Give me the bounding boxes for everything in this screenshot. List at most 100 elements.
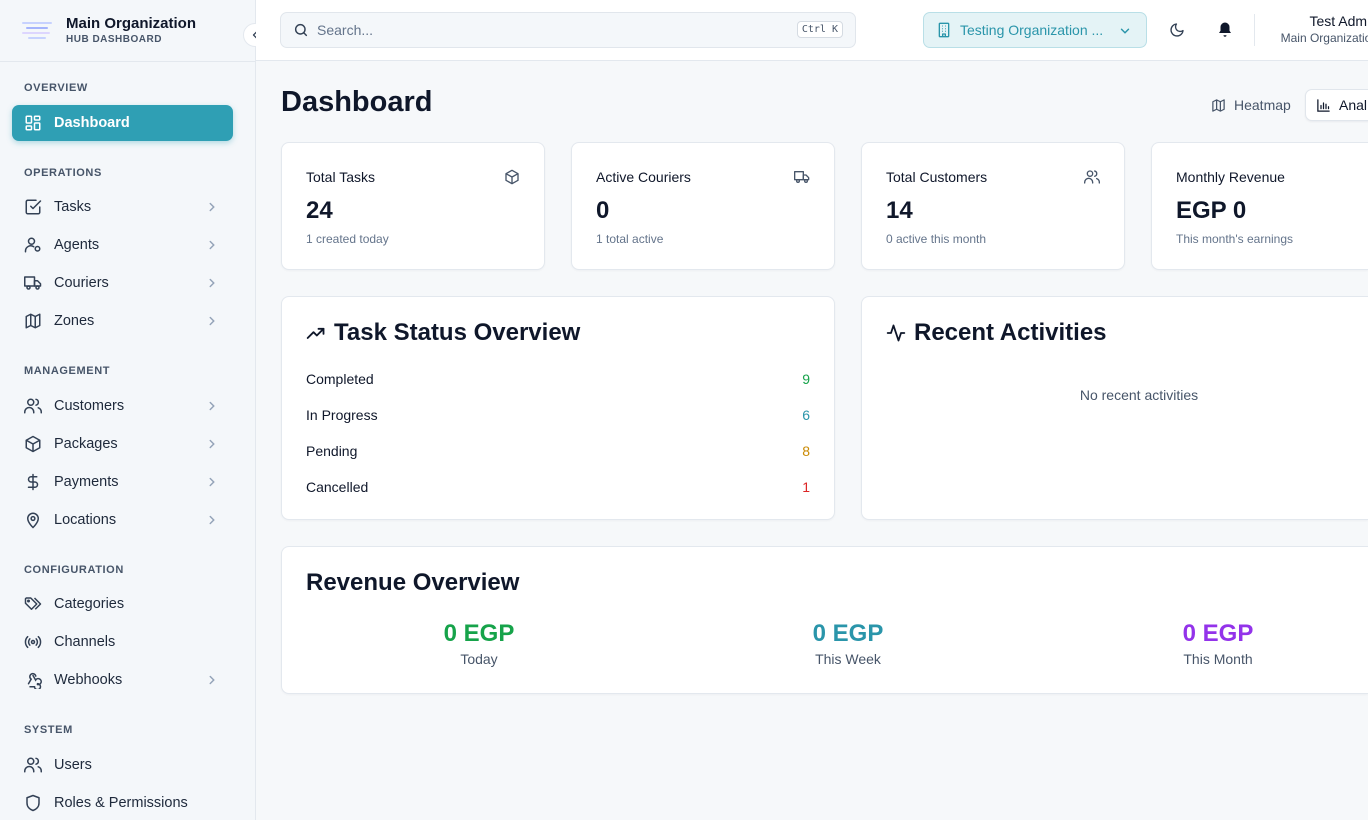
sidebar: Main Organization HUB DASHBOARD OVERVIEW… [0,0,267,820]
sidebar-item-label: Dashboard [54,115,130,131]
status-row-cancelled: Cancelled 1 [306,479,810,499]
sidebar-item-dashboard[interactable]: Dashboard [12,105,233,141]
sidebar-item-label: Categories [54,596,125,612]
sidebar-item-packages[interactable]: Packages [12,426,233,462]
stat-label: Active Couriers [596,169,691,185]
users-icon [1084,170,1100,184]
map-pin-icon [26,512,40,529]
status-label: In Progress [306,407,378,423]
search-shortcut: Ctrl K [796,21,843,38]
notifications-button[interactable] [1213,18,1237,42]
status-row-pending: Pending 8 [306,443,810,463]
brand-name: Main Organization [66,14,197,32]
status-count: 8 [802,443,810,459]
sidebar-item-customers[interactable]: Customers [12,388,233,424]
chevron-right-icon [209,675,215,685]
sidebar-item-locations[interactable]: Locations [12,502,233,538]
shield-icon [26,794,40,812]
sidebar-item-label: Locations [54,512,117,528]
stat-subtext: 1 created today [306,232,389,246]
sidebar-item-agents[interactable]: Agents [12,227,233,263]
analytics-view-button[interactable]: Anal [1305,89,1368,121]
sidebar-item-couriers[interactable]: Couriers [12,265,233,301]
search-input[interactable] [317,22,855,38]
sidebar-item-label: Payments [54,474,119,490]
status-label: Cancelled [306,479,369,495]
stat-card-total-tasks: Total Tasks 24 1 created today [281,142,545,270]
organization-selector[interactable]: Testing Organization ... [923,12,1147,48]
sidebar-item-label: Users [54,757,92,773]
analytics-view-label: Anal [1339,97,1368,113]
sidebar-item-label: Webhooks [54,672,123,688]
sidebar-item-tasks[interactable]: Tasks [12,189,233,225]
status-label: Completed [306,371,374,387]
stat-value: EGP 0 [1176,197,1247,224]
nav-section-system: SYSTEM [24,724,73,736]
truck-icon [794,171,810,183]
brand: Main Organization HUB DASHBOARD [0,0,267,62]
revenue-this-week: 0 EGP This Week [748,619,948,667]
chevron-right-icon [209,515,215,525]
sidebar-item-label: Couriers [54,275,109,291]
package-icon [25,435,41,453]
radio-icon [24,635,42,649]
revenue-period: Today [460,651,498,667]
heatmap-view-button[interactable]: Heatmap [1201,89,1301,121]
revenue-period: This Week [815,651,881,667]
map-icon [1212,98,1225,112]
nav-section-operations: OPERATIONS [24,167,102,179]
sidebar-item-label: Customers [54,398,125,414]
chevron-left-icon [252,31,258,39]
sidebar-item-label: Roles & Permissions [54,795,188,811]
sidebar-item-label: Channels [54,634,116,650]
chevron-right-icon [209,401,215,411]
page-title: Dashboard [281,86,433,118]
revenue-period: This Month [1183,651,1253,667]
sidebar-item-webhooks[interactable]: Webhooks [12,662,233,698]
status-count: 1 [802,479,810,495]
dollar-icon [27,473,39,491]
organization-selector-label: Testing Organization ... [960,22,1104,38]
sidebar-item-channels[interactable]: Channels [12,624,233,660]
sidebar-item-payments[interactable]: Payments [12,464,233,500]
revenue-amount: 0 EGP [1182,620,1254,647]
stat-label: Monthly Revenue [1176,169,1285,185]
trending-up-icon [306,327,325,339]
recent-activities-title: Recent Activities [914,319,1107,346]
users-icon [24,757,42,773]
status-label: Pending [306,443,358,459]
theme-toggle-button[interactable] [1165,18,1189,42]
webhook-icon [27,672,42,689]
nav-section-management: MANAGEMENT [24,365,111,377]
nav-section-overview: OVERVIEW [24,82,88,94]
brand-logo [22,20,56,42]
truck-icon [24,276,42,290]
user-organization: Main Organization [1280,31,1368,45]
sidebar-item-label: Agents [54,237,100,253]
stat-label: Total Tasks [306,169,375,185]
chevron-right-icon [209,477,215,487]
stat-card-active-couriers: Active Couriers 0 1 total active [571,142,835,270]
stat-subtext: 1 total active [596,232,664,246]
user-name: Test Admin [1309,13,1368,29]
dashboard-icon [25,115,41,131]
chevron-right-icon [209,278,215,288]
user-menu[interactable]: Test Admin Main Organization [1268,13,1368,46]
revenue-overview-title: Revenue Overview [306,569,520,596]
task-status-title: Task Status Overview [334,319,581,346]
status-count: 6 [802,407,810,423]
stat-card-total-customers: Total Customers 14 0 active this month [861,142,1125,270]
chevron-right-icon [209,316,215,326]
sidebar-item-zones[interactable]: Zones [12,303,233,339]
sidebar-item-roles-permissions[interactable]: Roles & Permissions [12,785,233,820]
sidebar-item-label: Tasks [54,199,92,215]
sidebar-item-users[interactable]: Users [12,747,233,783]
stat-card-monthly-revenue: Monthly Revenue EGP 0 This month's earni… [1151,142,1368,270]
building-icon [938,22,950,38]
revenue-amount: 0 EGP [443,620,515,647]
recent-activities-empty: No recent activities [1079,387,1199,403]
search-box[interactable]: Ctrl K [280,12,856,48]
stat-label: Total Customers [886,169,988,185]
sidebar-item-categories[interactable]: Categories [12,586,233,622]
revenue-amount: 0 EGP [812,620,884,647]
